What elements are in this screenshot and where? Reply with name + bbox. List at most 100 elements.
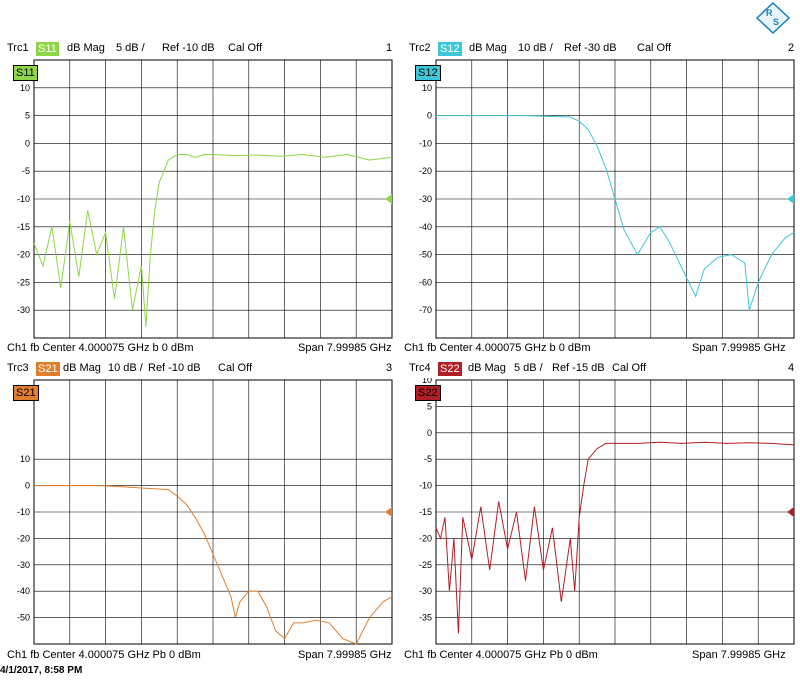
y-tick-label: -50 <box>17 613 30 623</box>
y-tick-label: -10 <box>17 507 30 517</box>
y-tick-label: -30 <box>419 194 432 204</box>
trace-param-badge[interactable]: S21 <box>36 362 60 376</box>
y-tick-label: -20 <box>419 533 432 543</box>
y-tick-label: -15 <box>17 222 30 232</box>
svg-text:S: S <box>773 17 779 27</box>
trace-label: S22 <box>415 385 441 401</box>
trace-cal: Cal Off <box>612 362 647 374</box>
trace-header: Trc4 S22 dB Mag 5 dB / Ref -15 dB Cal Of… <box>402 362 800 378</box>
reference-marker[interactable] <box>787 507 794 517</box>
trace-header: Trc3 S21 dB Mag 10 dB / Ref -10 dB Cal O… <box>0 362 398 378</box>
y-tick-label: 0 <box>25 138 30 148</box>
y-tick-label: 0 <box>427 428 432 438</box>
trace-cal: Cal Off <box>637 42 672 54</box>
trace-param-badge[interactable]: S22 <box>438 362 462 376</box>
trace-name: Trc3 <box>7 362 29 374</box>
trace-panel-trc1: Trc1 S11 dB Mag 5 dB / Ref -10 dB Cal Of… <box>0 42 398 358</box>
plot-area: 10 5 0 -5 -10 -15 -20 -25 -30 <box>17 59 393 339</box>
y-tick-label: -30 <box>419 586 432 596</box>
y-tick-label: -30 <box>17 305 30 315</box>
trace-label: S12 <box>415 65 441 81</box>
trace-line-s11 <box>33 153 393 327</box>
y-tick-label: -35 <box>419 613 432 623</box>
y-tick-label: -40 <box>17 586 30 596</box>
timestamp: 4/1/2017, 8:58 PM <box>0 665 83 676</box>
trace-ref: Ref -15 dB <box>552 362 605 374</box>
footer-channel: Ch1 fb Center 4.000075 GHz b 0 dBm <box>7 342 194 354</box>
footer-channel: Ch1 fb Center 4.000075 GHz b 0 dBm <box>404 342 591 354</box>
y-tick-label: 5 <box>25 111 30 121</box>
y-tick-label: -5 <box>424 454 432 464</box>
y-tick-label: -25 <box>17 277 30 287</box>
svg-text:R: R <box>766 8 773 18</box>
y-tick-label: 10 <box>20 454 30 464</box>
y-tick-label: -20 <box>17 533 30 543</box>
y-tick-label: -10 <box>419 481 432 491</box>
trace-format: dB Mag <box>469 42 507 54</box>
y-tick-label: -70 <box>419 305 432 315</box>
channel-footer: Ch1 fb Center 4.000075 GHz Pb 0 dBm Span… <box>402 649 800 665</box>
y-tick-label: 0 <box>25 481 30 491</box>
y-tick-label: -40 <box>419 222 432 232</box>
y-tick-label: -25 <box>419 560 432 570</box>
trace-header: Trc2 S12 dB Mag 10 dB / Ref -30 dB Cal O… <box>402 42 800 58</box>
trace-panel-trc3: Trc3 S21 dB Mag 10 dB / Ref -10 dB Cal O… <box>0 362 398 664</box>
trace-scale: 5 dB / <box>116 42 145 54</box>
plot-area: 10 0 -10 -20 -30 -40 -50 <box>17 379 393 645</box>
trace-format: dB Mag <box>468 362 506 374</box>
reference-marker[interactable] <box>787 194 794 204</box>
plot-area: 10 5 0 -5 -10 -15 -20 -25 -30 -35 <box>419 378 795 645</box>
footer-span: Span 7.99985 GHz <box>692 342 786 354</box>
footer-span: Span 7.99985 GHz <box>298 342 392 354</box>
y-tick-label: -10 <box>17 194 30 204</box>
reference-marker[interactable] <box>385 507 392 517</box>
trace-ref: Ref -30 dB <box>564 42 617 54</box>
trace-line-s22 <box>435 441 795 634</box>
trace-cal: Cal Off <box>228 42 263 54</box>
y-tick-label: 10 <box>422 83 432 93</box>
channel-footer: Ch1 fb Center 4.000075 GHz b 0 dBm Span … <box>402 342 800 358</box>
y-tick-label: -60 <box>419 277 432 287</box>
y-tick-label: -20 <box>419 166 432 176</box>
y-tick-label: -10 <box>419 138 432 148</box>
y-tick-label: 0 <box>427 111 432 121</box>
trace-name: Trc4 <box>409 362 431 374</box>
y-tick-label: 10 <box>20 83 30 93</box>
trace-name: Trc2 <box>409 42 431 54</box>
footer-span: Span 7.99985 GHz <box>692 649 786 661</box>
y-tick-label: -15 <box>419 507 432 517</box>
channel-footer: Ch1 fb Center 4.000075 GHz Pb 0 dBm Span… <box>0 649 398 665</box>
trace-param-badge[interactable]: S11 <box>36 42 59 56</box>
trace-param-badge[interactable]: S12 <box>438 42 462 56</box>
trace-format: dB Mag <box>63 362 101 374</box>
trace-number: 2 <box>788 42 795 54</box>
trace-number: 1 <box>386 42 393 54</box>
reference-marker[interactable] <box>385 194 392 204</box>
trace-label: S21 <box>13 385 39 401</box>
trace-label: S11 <box>13 65 38 81</box>
rohde-schwarz-logo-icon: R S <box>755 1 791 39</box>
trace-scale: 10 dB / <box>108 362 143 374</box>
trace-number: 4 <box>788 362 795 374</box>
plot-area: 10 0 -10 -20 -30 -40 -50 -60 -70 <box>419 59 795 339</box>
y-tick-label: -5 <box>22 166 30 176</box>
y-tick-label: -50 <box>419 250 432 260</box>
footer-span: Span 7.99985 GHz <box>298 649 392 661</box>
trace-ref: Ref -10 dB <box>148 362 201 374</box>
channel-footer: Ch1 fb Center 4.000075 GHz b 0 dBm Span … <box>0 342 398 358</box>
trace-name: Trc1 <box>7 42 29 54</box>
footer-channel: Ch1 fb Center 4.000075 GHz Pb 0 dBm <box>404 649 598 661</box>
trace-panel-trc4: Trc4 S22 dB Mag 5 dB / Ref -15 dB Cal Of… <box>402 362 800 664</box>
trace-line-s21 <box>34 485 393 645</box>
footer-channel: Ch1 fb Center 4.000075 GHz Pb 0 dBm <box>7 649 201 661</box>
trace-ref: Ref -10 dB <box>162 42 215 54</box>
trace-header: Trc1 S11 dB Mag 5 dB / Ref -10 dB Cal Of… <box>0 42 398 58</box>
y-tick-label: 5 <box>427 401 432 411</box>
y-tick-label: -30 <box>17 560 30 570</box>
trace-scale: 5 dB / <box>514 362 543 374</box>
trace-number: 3 <box>386 362 393 374</box>
trace-scale: 10 dB / <box>518 42 553 54</box>
y-tick-label: -20 <box>17 250 30 260</box>
trace-cal: Cal Off <box>218 362 253 374</box>
trace-line-s12 <box>436 115 795 311</box>
